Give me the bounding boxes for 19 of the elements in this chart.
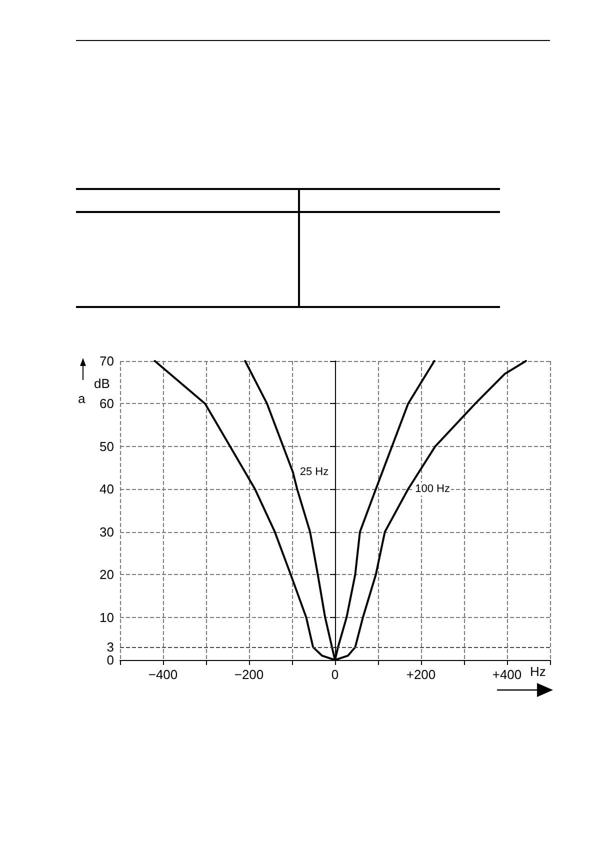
x-tick-label: −400	[148, 667, 178, 682]
x-tick-label: +400	[492, 667, 522, 682]
series-label: 25 Hz	[300, 466, 329, 478]
y-tick-label: 10	[100, 610, 114, 625]
y-tick-label: 20	[100, 567, 114, 582]
y-tick-label: 50	[100, 438, 114, 454]
x-tick-label: +200	[406, 667, 436, 682]
y-tick-label: 3	[106, 640, 114, 655]
x-tick-label: −200	[234, 667, 264, 682]
x-axis-title: Hz	[530, 664, 546, 679]
y-tick-label: 70	[100, 354, 114, 368]
text: dB	[94, 376, 110, 391]
series-label: 100 Hz	[415, 483, 450, 496]
y-tick-label: 0	[106, 652, 114, 668]
y-tick-label: 30	[100, 524, 114, 540]
y-tick-label: 60	[100, 396, 114, 412]
y-axis-title: a	[78, 391, 86, 406]
y-tick-label: 40	[100, 482, 114, 497]
x-tick-label: 0	[331, 667, 339, 682]
